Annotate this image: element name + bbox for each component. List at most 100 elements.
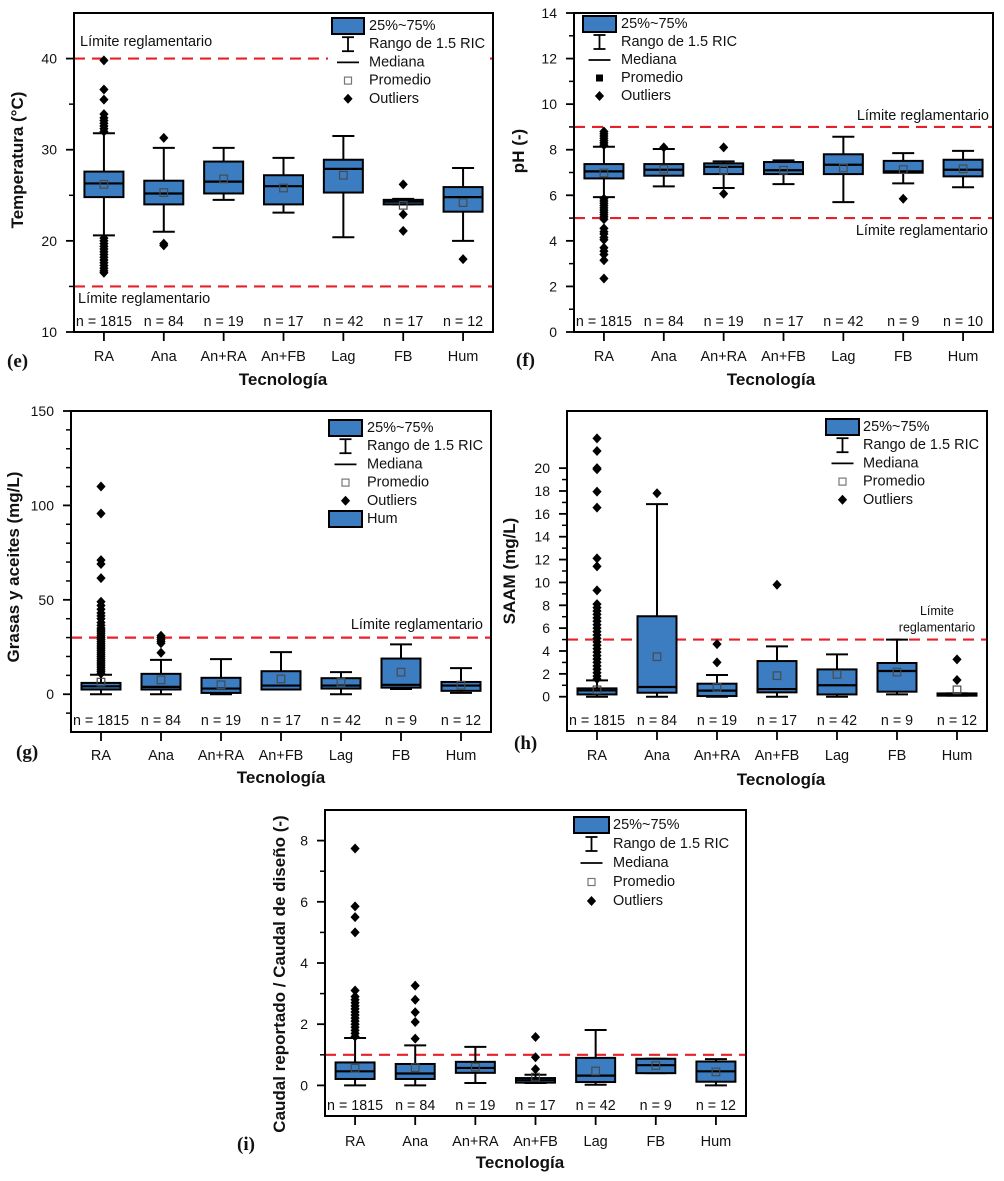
boxplot-an-plus-ra	[200, 658, 242, 696]
legend-label: 25%~75%	[863, 419, 930, 435]
sample-size-label: n = 1815	[576, 314, 632, 330]
legend-mean-square-icon	[587, 877, 596, 887]
y-tick-label: 18	[534, 483, 550, 499]
outlier-point	[156, 638, 166, 649]
x-tick-label-fb: FB	[647, 1134, 666, 1150]
boxplot-an-plus-fb	[263, 156, 304, 214]
boxplot-ana	[394, 980, 436, 1087]
iqr-box	[575, 1056, 617, 1084]
outlier-point	[350, 843, 360, 854]
outlier-point	[410, 980, 420, 991]
sample-size-label: n = 17	[763, 314, 803, 330]
sample-size-label: n = 42	[576, 1098, 616, 1114]
legend-whisker-icon	[585, 836, 598, 852]
sample-size-label: n = 1815	[76, 314, 132, 330]
iqr-box	[200, 676, 242, 694]
boxplot-lag	[575, 1029, 617, 1086]
x-axis-title: Tecnología	[737, 770, 826, 789]
y-axis-title: SAAM (mg/L)	[500, 518, 519, 625]
boxplot-an-plus-ra	[696, 639, 738, 698]
outlier-point	[159, 132, 169, 143]
outlier-point	[772, 579, 782, 590]
legend-outlier-diamond-icon	[594, 91, 605, 101]
panel-h: Límite reglamentario 25%~75% Rango de 1.5 R…	[500, 410, 988, 789]
mean-marker	[456, 680, 466, 690]
sample-size-label: n = 10	[943, 314, 983, 330]
legend: 25%~75% Rango de 1.5 RIC Mediana Promedio Ou…	[325, 414, 489, 532]
sample-size-label: n = 12	[441, 713, 481, 729]
mean-marker	[350, 1063, 360, 1073]
boxplot-an-plus-fb	[756, 579, 798, 698]
boxplot-an-plus-fb	[515, 1032, 556, 1084]
legend-item-25-75: 25%~75%	[825, 418, 930, 436]
legend-item-outliers: Outliers	[837, 492, 913, 508]
sample-size-label: n = 1815	[327, 1098, 383, 1114]
iqr-box	[260, 670, 302, 691]
outlier-point	[96, 508, 106, 519]
sample-size-label: n = 17	[261, 713, 301, 729]
y-axis-title: Grasas y aceites (mg/L)	[4, 472, 23, 663]
legend-box-swatch	[331, 17, 365, 35]
legend-item-outliers: Outliers	[343, 91, 419, 107]
sample-size-label: n = 42	[323, 314, 363, 330]
legend: 25%~75% Rango de 1.5 RIC Mediana Promedio Ou…	[578, 15, 748, 107]
x-tick-label-lag: Lag	[331, 349, 355, 365]
mean-marker	[410, 1063, 420, 1073]
y-tick-label: 14	[534, 529, 550, 545]
boxplot-ra	[83, 55, 125, 278]
x-tick-label-ra: RA	[587, 748, 607, 764]
outlier-point	[599, 214, 609, 225]
reference-line-label: Límite reglamentario	[78, 291, 210, 307]
legend-whisker-icon	[342, 36, 354, 53]
outlier-point	[350, 912, 360, 923]
sample-size-label: n = 12	[443, 314, 483, 330]
y-tick-label: 20	[41, 233, 57, 249]
boxplot-fb	[635, 1057, 677, 1075]
outlier-point	[592, 464, 602, 475]
boxplot-fb	[876, 638, 918, 696]
mean-marker	[591, 1066, 601, 1076]
outlier-point	[398, 225, 408, 236]
panel-e: Límite reglamentario Límite reglamentario…	[7, 12, 494, 389]
outlier-point	[530, 1032, 541, 1043]
x-tick-label-an-plus-fb: An+FB	[513, 1134, 558, 1150]
mean-marker	[712, 682, 722, 692]
mean-marker	[711, 1067, 721, 1077]
x-tick-label-lag: Lag	[825, 748, 849, 764]
y-tick-label: 12	[541, 51, 557, 67]
outlier-point	[96, 481, 106, 492]
y-tick-label: 4	[542, 643, 550, 659]
legend-item-rango-de-1-5-ric: Rango de 1.5 RIC	[585, 836, 729, 852]
panel-g: Límite reglamentario 25%~75% Rango de 1.5 …	[4, 403, 492, 787]
boxplot-hum	[695, 1058, 737, 1087]
iqr-box	[203, 160, 245, 195]
legend-mean-square-icon	[343, 76, 353, 85]
sample-size-label: n = 42	[823, 314, 863, 330]
outlier-point	[712, 657, 722, 668]
legend-label: Promedio	[621, 70, 683, 86]
mean-marker	[892, 667, 902, 677]
boxplot-ana	[143, 132, 185, 251]
legend-item-mediana: Mediana	[337, 54, 426, 70]
outlier-point	[99, 84, 109, 95]
outlier-point	[96, 573, 106, 584]
outlier-point	[952, 654, 962, 665]
y-tick-label: 0	[46, 686, 54, 702]
outlier-point	[592, 674, 602, 684]
boxplot-lag	[320, 671, 362, 696]
y-axis-title: Caudal reportado / Caudal de diseño (-)	[270, 815, 289, 1132]
x-axis-title: Tecnología	[476, 1153, 565, 1172]
outlier-point	[530, 1064, 541, 1075]
panel-label: (i)	[237, 1134, 255, 1155]
outlier-point	[599, 273, 609, 284]
boxplot-ana	[140, 630, 182, 696]
legend-item-promedio: Promedio	[343, 73, 431, 89]
x-tick-label-ra: RA	[594, 349, 614, 365]
mean-marker	[719, 165, 729, 175]
reference-line-label: Límite	[920, 604, 954, 618]
legend-item-promedio: Promedio	[587, 874, 675, 890]
x-tick-label-ana: Ana	[651, 349, 678, 365]
y-tick-label: 6	[542, 620, 550, 636]
mean-marker	[952, 685, 962, 695]
legend-box-swatch	[573, 816, 610, 834]
